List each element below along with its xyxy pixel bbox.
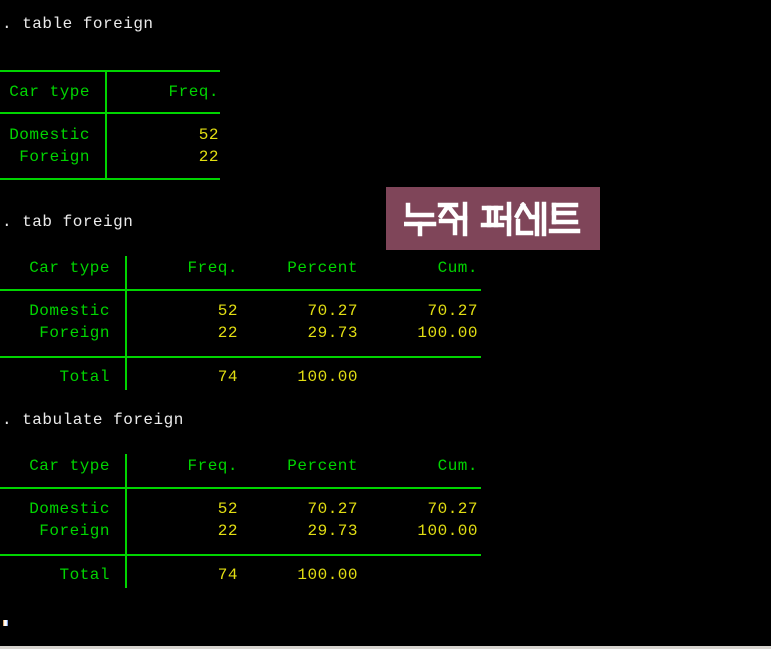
table2-header-cum: Cum. [437,259,478,277]
command-tabulate-foreign: . tabulate foreign [2,411,184,429]
table3-rule-total [0,554,481,556]
table2-column-divider [125,256,127,390]
table1-row-foreign-freq: 22 [198,148,219,166]
table3-row-foreign-freq: 22 [217,522,238,540]
table2-rule-header [0,289,481,291]
table2-row-domestic-cum: 70.27 [427,302,478,320]
table1-column-divider [105,70,107,180]
table1-row-domestic-freq: 52 [198,126,219,144]
table1-row-foreign-label: Foreign [19,148,90,166]
table2-row-foreign-freq: 22 [217,324,238,342]
table3-row-domestic-percent: 70.27 [307,500,358,518]
table3-header-percent: Percent [287,457,358,475]
table1-row-domestic-label: Domestic [9,126,90,144]
command-table-foreign: . table foreign [2,15,154,33]
table3-row-foreign-cum: 100.00 [417,522,478,540]
table1-header-car-type: Car type [9,83,90,101]
table3-row-domestic-label: Domestic [29,500,110,518]
table2-row-foreign-label: Foreign [39,324,110,342]
table3-row-domestic-cum: 70.27 [427,500,478,518]
table2-row-domestic-percent: 70.27 [307,302,358,320]
command-tab-foreign: . tab foreign [2,213,134,231]
table1-rule-header [0,112,220,114]
window-bottom-edge [0,646,771,649]
table2-row-domestic-freq: 52 [217,302,238,320]
table2-header-freq: Freq. [187,259,238,277]
table3-total-percent: 100.00 [297,566,358,584]
table3-row-foreign-percent: 29.73 [307,522,358,540]
table2-rule-total [0,356,481,358]
table3-row-foreign-label: Foreign [39,522,110,540]
table1-rule-top [0,70,220,72]
table2-total-freq: 74 [217,368,238,386]
text-cursor [3,620,8,626]
table3-header-cum: Cum. [437,457,478,475]
annotation-cumulative-percent: 누적 퍼센트 [386,187,600,250]
table2-row-domestic-label: Domestic [29,302,110,320]
table3-rule-header [0,487,481,489]
table3-total-freq: 74 [217,566,238,584]
table2-header-percent: Percent [287,259,358,277]
table2-row-foreign-percent: 29.73 [307,324,358,342]
table2-total-label: Total [59,368,110,386]
table2-header-car-type: Car type [29,259,110,277]
annotation-hangul-art [404,201,581,236]
table2-total-percent: 100.00 [297,368,358,386]
table3-header-freq: Freq. [187,457,238,475]
table3-column-divider [125,454,127,588]
table3-total-label: Total [59,566,110,584]
table1-rule-bottom [0,178,220,180]
table1-header-freq: Freq. [168,83,219,101]
table3-header-car-type: Car type [29,457,110,475]
table2-row-foreign-cum: 100.00 [417,324,478,342]
table3-row-domestic-freq: 52 [217,500,238,518]
